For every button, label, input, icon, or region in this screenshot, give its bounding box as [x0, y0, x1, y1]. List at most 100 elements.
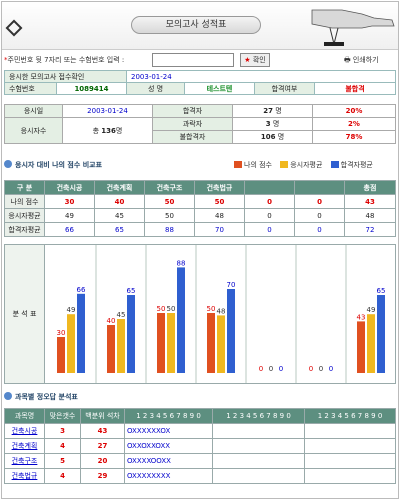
- subject-link[interactable]: 건축구조: [4, 453, 45, 469]
- header-banner: 모의고사 성적표: [2, 2, 398, 50]
- bar-label-1-5: 0: [319, 365, 323, 373]
- col-header: 과목명: [4, 408, 45, 424]
- bar-label-0-4: 0: [259, 365, 263, 373]
- name-label: 성 명: [126, 82, 185, 95]
- col-header: 맞은갯수: [44, 408, 81, 424]
- bar-label-2-5: 0: [329, 365, 333, 373]
- bar-0-1: [107, 325, 115, 373]
- fail1-label: 과락자: [152, 117, 233, 131]
- col-header: 건축구조: [144, 180, 195, 195]
- answer-section-title: 과목별 정오답 분석표: [4, 392, 78, 402]
- bar-label-2-4: 0: [279, 365, 283, 373]
- bar-label-2-2: 88: [177, 259, 186, 267]
- bar-2-3: [227, 289, 235, 373]
- table-row: 건축구조 5 20 OXXXXOOXX: [4, 453, 396, 469]
- table-row: 건축계획 4 27 OXXOXXOXX: [4, 438, 396, 454]
- compare-section-title: 응시자 대비 나의 점수 비교표: [4, 160, 102, 170]
- table-row: 건축시공 3 43 OXXXXXXOX: [4, 423, 396, 439]
- search-label: *주민번호 뒷 7자리 또는 수험번호 입력 :: [4, 56, 125, 64]
- bar-label-1-6: 49: [367, 306, 376, 314]
- bar-1-1: [117, 319, 125, 373]
- bar-2-0: [77, 293, 85, 373]
- exam-info-table: 응시한 모의고사 접수확인 2003-01-24 수험번호 1089414 성 …: [4, 70, 396, 95]
- bullet-icon: [4, 160, 12, 168]
- table-row: 합격자평균 66 65 88 70 0 0 72: [4, 222, 396, 237]
- search-row: *주민번호 뒷 7자리 또는 수험번호 입력 : ★ 확인 🖶 인쇄하기: [4, 52, 396, 68]
- bar-label-0-3: 50: [207, 305, 216, 313]
- fail1-pct: 2%: [312, 117, 396, 131]
- legend-swatch-avg: [280, 161, 289, 168]
- confirm-label: 응시한 모의고사 접수확인: [4, 70, 127, 83]
- chart-row-label: 분 석 표: [5, 245, 45, 383]
- bullet-icon: [4, 392, 12, 400]
- col-header: 건축계획: [94, 180, 145, 195]
- bar-1-3: [217, 315, 225, 373]
- subject-link[interactable]: 건축계획: [4, 438, 45, 454]
- id-number-input[interactable]: [152, 53, 234, 67]
- count-value: 총 136명: [62, 117, 153, 144]
- col-header: [294, 180, 345, 195]
- table-row: 응시자평균 49 45 50 48 0 0 48: [4, 208, 396, 223]
- col-header: 건축법규: [194, 180, 245, 195]
- table-row: 나의 점수 30 40 50 50 0 0 43: [4, 194, 396, 209]
- legend-mine: 나의 점수: [244, 161, 272, 169]
- bar-label-1-3: 48: [217, 307, 226, 315]
- bar-2-2: [177, 267, 185, 373]
- print-button[interactable]: 🖶 인쇄하기: [344, 56, 379, 64]
- col-header: 구 분: [4, 180, 45, 195]
- fail1-count: 3 명: [232, 117, 313, 131]
- exam-no-value: 1089414: [56, 82, 127, 95]
- bar-2-6: [377, 295, 385, 373]
- col-header: 1 2 3 4 5 6 7 8 9 0: [304, 408, 396, 424]
- bar-label-2-0: 66: [77, 286, 86, 294]
- score-compare-table: 구 분 건축시공 건축계획 건축구조 건축법규 총점 나의 점수 30 40 5…: [4, 180, 396, 237]
- answer-analysis-table: 과목명 맞은갯수 백분위 석차 1 2 3 4 5 6 7 8 9 0 1 2 …: [4, 408, 396, 484]
- page-title: 모의고사 성적표: [131, 16, 261, 34]
- exam-no-label: 수험번호: [4, 82, 57, 95]
- bar-2-1: [127, 295, 135, 373]
- bar-0-0: [57, 337, 65, 373]
- legend-swatch-mine: [234, 161, 242, 168]
- score-bar-chart: 분 석 표 30 40 50 50 0 0 43 49 45 50 48 0 0 49 66 65 88 70 0 0…: [4, 244, 396, 384]
- fail2-pct: 78%: [312, 130, 396, 144]
- bar-label-0-1: 40: [107, 317, 116, 325]
- bar-label-1-0: 49: [67, 306, 76, 314]
- bar-1-0: [67, 314, 75, 373]
- decorative-shape: [5, 19, 23, 37]
- date-value: 2003-01-24: [62, 104, 153, 118]
- legend-avg: 응시자평균: [290, 161, 323, 169]
- name-value: 테스트텐: [184, 82, 255, 95]
- col-header: [244, 180, 295, 195]
- hand-pointer-icon: [311, 9, 395, 46]
- col-header: 건축시공: [44, 180, 95, 195]
- confirm-button[interactable]: ★ 확인: [240, 53, 270, 67]
- col-header: 총점: [344, 180, 396, 195]
- bar-label-2-3: 70: [227, 281, 236, 289]
- pass-label: 합격여부: [254, 82, 315, 95]
- pass-value: 불합격: [314, 82, 396, 95]
- bar-1-2: [167, 313, 175, 373]
- subject-link[interactable]: 건축시공: [4, 423, 45, 439]
- bar-1-6: [367, 314, 375, 373]
- pass-count: 27 명: [232, 104, 313, 118]
- pass-pct: 20%: [312, 104, 396, 118]
- col-header: 1 2 3 4 5 6 7 8 9 0: [212, 408, 305, 424]
- bar-label-1-1: 45: [117, 311, 126, 319]
- fail2-count: 106 명: [232, 130, 313, 144]
- bar-label-0-0: 30: [57, 329, 66, 337]
- chart-legend: 나의 점수 응시자평균 합격자평균: [228, 160, 373, 170]
- col-header: 1 2 3 4 5 6 7 8 9 0: [124, 408, 213, 424]
- count-label: 응시자수: [4, 117, 63, 144]
- legend-pass: 합격자평균: [340, 161, 373, 169]
- bar-label-2-1: 65: [127, 287, 136, 295]
- pass-count-label: 합격자: [152, 104, 233, 118]
- fail2-label: 불합격자: [152, 130, 233, 144]
- subject-link[interactable]: 건축법규: [4, 468, 45, 484]
- col-header: 백분위 석차: [80, 408, 125, 424]
- bar-0-2: [157, 313, 165, 373]
- bar-label-1-2: 50: [167, 305, 176, 313]
- table-row: 건축법규 4 29 OXXXXXXXX: [4, 468, 396, 484]
- date-label: 응시일: [4, 104, 63, 118]
- bar-label-0-5: 0: [309, 365, 313, 373]
